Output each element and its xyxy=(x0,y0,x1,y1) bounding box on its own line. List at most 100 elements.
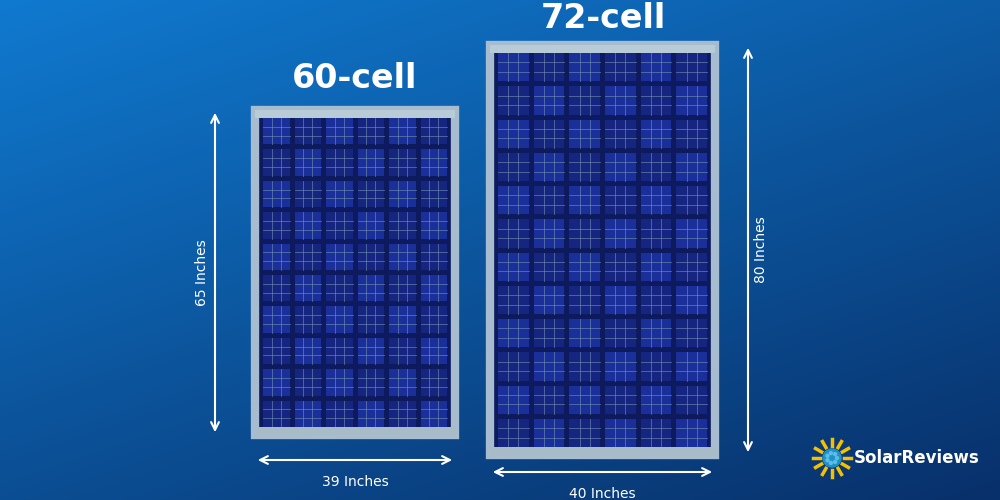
Bar xyxy=(389,212,416,238)
Bar xyxy=(420,338,447,364)
Bar xyxy=(605,186,636,214)
Bar xyxy=(605,352,636,380)
Bar xyxy=(420,275,447,301)
Bar xyxy=(641,286,671,314)
Bar xyxy=(605,219,636,248)
Bar xyxy=(490,45,715,455)
Bar xyxy=(389,369,416,396)
Bar xyxy=(605,252,636,281)
Text: 60-cell: 60-cell xyxy=(292,62,418,94)
Bar xyxy=(326,306,352,333)
Bar xyxy=(326,244,352,270)
Bar xyxy=(358,212,384,238)
Bar xyxy=(676,286,707,314)
Bar xyxy=(420,306,447,333)
Bar xyxy=(605,319,636,347)
Bar xyxy=(420,212,447,238)
Bar xyxy=(641,186,671,214)
Bar xyxy=(490,447,715,455)
Bar xyxy=(263,275,290,301)
Bar xyxy=(569,419,600,447)
Bar xyxy=(569,53,600,81)
Bar xyxy=(389,400,416,427)
Circle shape xyxy=(826,454,829,458)
Bar xyxy=(641,319,671,347)
Bar xyxy=(569,120,600,148)
Bar xyxy=(326,275,352,301)
Bar xyxy=(605,86,636,115)
Bar xyxy=(294,244,321,270)
Bar xyxy=(534,86,564,115)
Bar xyxy=(676,219,707,248)
Bar xyxy=(358,181,384,207)
Bar xyxy=(676,186,707,214)
Bar xyxy=(498,120,529,148)
Bar xyxy=(534,219,564,248)
Bar xyxy=(326,338,352,364)
Bar xyxy=(676,252,707,281)
Bar xyxy=(534,419,564,447)
Bar xyxy=(569,153,600,181)
Bar xyxy=(641,419,671,447)
Bar xyxy=(498,319,529,347)
Bar xyxy=(326,400,352,427)
Bar xyxy=(358,306,384,333)
Bar xyxy=(676,352,707,380)
Circle shape xyxy=(836,456,838,460)
Bar xyxy=(255,110,455,118)
Bar xyxy=(326,212,352,238)
Bar xyxy=(490,45,715,53)
Bar xyxy=(294,338,321,364)
Bar xyxy=(326,118,352,144)
Bar xyxy=(605,419,636,447)
Bar xyxy=(676,319,707,347)
Bar xyxy=(605,286,636,314)
Bar xyxy=(498,86,529,115)
Bar xyxy=(263,118,290,144)
Bar xyxy=(358,244,384,270)
Bar xyxy=(569,86,600,115)
Bar xyxy=(326,181,352,207)
Bar xyxy=(498,219,529,248)
Bar xyxy=(569,386,600,414)
Bar xyxy=(294,150,321,176)
Bar xyxy=(389,181,416,207)
Bar xyxy=(263,244,290,270)
Circle shape xyxy=(834,460,837,464)
Bar xyxy=(676,153,707,181)
Bar xyxy=(534,352,564,380)
Bar xyxy=(263,338,290,364)
Bar xyxy=(263,212,290,238)
Bar xyxy=(534,120,564,148)
Bar xyxy=(534,286,564,314)
Bar xyxy=(389,306,416,333)
Text: 80 Inches: 80 Inches xyxy=(754,216,768,284)
Text: 72-cell: 72-cell xyxy=(540,2,666,34)
Bar xyxy=(389,118,416,144)
Bar xyxy=(641,219,671,248)
Bar xyxy=(420,118,447,144)
Bar xyxy=(358,275,384,301)
Bar xyxy=(263,306,290,333)
Bar xyxy=(569,186,600,214)
Bar xyxy=(294,275,321,301)
Text: 39 Inches: 39 Inches xyxy=(322,475,388,489)
Bar xyxy=(420,400,447,427)
Bar xyxy=(641,120,671,148)
Bar xyxy=(534,53,564,81)
Bar xyxy=(263,150,290,176)
Bar xyxy=(641,53,671,81)
Circle shape xyxy=(829,452,832,454)
Bar xyxy=(676,386,707,414)
Bar xyxy=(294,306,321,333)
Bar xyxy=(641,386,671,414)
Bar xyxy=(263,181,290,207)
Bar xyxy=(605,120,636,148)
Bar xyxy=(498,352,529,380)
Bar xyxy=(294,212,321,238)
Bar xyxy=(255,110,455,435)
Bar xyxy=(255,427,455,435)
Bar xyxy=(534,386,564,414)
Bar xyxy=(569,286,600,314)
Bar xyxy=(676,419,707,447)
